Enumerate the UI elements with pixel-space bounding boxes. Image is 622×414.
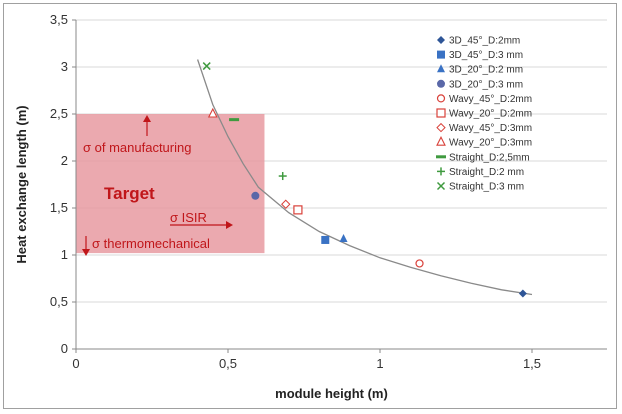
y-axis-title: Heat exchange length (m) bbox=[14, 105, 29, 263]
data-point bbox=[415, 259, 424, 268]
trendline bbox=[196, 59, 533, 296]
legend-marker bbox=[437, 50, 445, 59]
legend-label: 3D_45°_D:2mm bbox=[449, 36, 520, 47]
data-point bbox=[281, 199, 291, 209]
legend-marker bbox=[436, 94, 446, 103]
axes: 0 0,5 1 1,5 2 2,5 3 3,5 0 0,5 1 1,5 bbox=[50, 12, 607, 371]
legend-marker bbox=[436, 135, 446, 146]
cross-b bbox=[436, 181, 446, 191]
annotations: Target σ of manufacturing σ ISIR σ thermome… bbox=[82, 115, 233, 256]
data-points bbox=[202, 62, 527, 298]
arrow-right-head bbox=[226, 221, 233, 229]
y-tick-label: 3 bbox=[61, 59, 68, 74]
arrow-down-head bbox=[82, 249, 90, 256]
data-point bbox=[229, 118, 240, 122]
x-tick-label: 1 bbox=[376, 356, 383, 371]
sigma-isir-label: σ ISIR bbox=[170, 210, 207, 225]
x-tick-label: 1,5 bbox=[523, 356, 541, 371]
arrow-up-head bbox=[143, 115, 151, 122]
cross-b bbox=[202, 62, 211, 71]
legend-label: Straight_D:2 mm bbox=[449, 167, 524, 178]
y-tick-label: 1,5 bbox=[50, 200, 68, 215]
legend-label: Wavy_20°_D:2mm bbox=[449, 109, 532, 120]
data-point bbox=[293, 205, 303, 215]
y-tick-label: 2,5 bbox=[50, 106, 68, 121]
y-tick-label: 3,5 bbox=[50, 12, 68, 27]
legend-label: 3D_45°_D:3 mm bbox=[449, 50, 523, 61]
data-point bbox=[202, 62, 211, 71]
trendline-layer bbox=[196, 59, 533, 296]
target-label: Target bbox=[104, 184, 155, 203]
legend-label: Wavy_20°_D:3mm bbox=[449, 138, 532, 149]
x-axis-title: module height (m) bbox=[275, 386, 388, 401]
y-tick-label: 0,5 bbox=[50, 294, 68, 309]
legend-label: Wavy_45°_D:3mm bbox=[449, 123, 532, 134]
x-tick-label: 0 bbox=[72, 356, 79, 371]
data-point bbox=[339, 234, 348, 243]
legend-marker bbox=[436, 155, 446, 159]
legend-marker bbox=[436, 181, 446, 191]
legend-label: Straight_D:3 mm bbox=[449, 182, 524, 193]
sigma-thermomechanical-label: σ thermomechanical bbox=[92, 236, 210, 251]
data-point bbox=[207, 107, 218, 118]
legend-marker bbox=[436, 122, 446, 133]
legend-label: 3D_20°_D:3 mm bbox=[449, 79, 523, 90]
legend-marker bbox=[437, 36, 445, 44]
legend: 3D_45°_D:2mm 3D_45°_D:3 mm 3D_20°_D:2 mm 3D… bbox=[436, 36, 532, 193]
data-point bbox=[278, 172, 287, 181]
legend-label: 3D_20°_D:2 mm bbox=[449, 65, 523, 76]
legend-marker bbox=[436, 108, 446, 118]
legend-marker bbox=[437, 64, 445, 73]
y-tick-label: 1 bbox=[61, 247, 68, 262]
sigma-manufacturing-label: σ of manufacturing bbox=[83, 140, 191, 155]
data-point bbox=[251, 191, 260, 200]
x-tick-label: 0,5 bbox=[219, 356, 237, 371]
data-point bbox=[321, 235, 330, 244]
data-point bbox=[518, 289, 527, 298]
target-region-layer bbox=[76, 114, 265, 254]
legend-label: Wavy_45°_D:2mm bbox=[449, 94, 532, 105]
legend-label: Straight_D:2,5mm bbox=[449, 152, 530, 163]
y-tick-label: 2 bbox=[61, 153, 68, 168]
target-region bbox=[76, 114, 265, 254]
legend-marker bbox=[437, 167, 445, 176]
legend-marker bbox=[437, 79, 445, 88]
y-tick-label: 0 bbox=[61, 341, 68, 356]
